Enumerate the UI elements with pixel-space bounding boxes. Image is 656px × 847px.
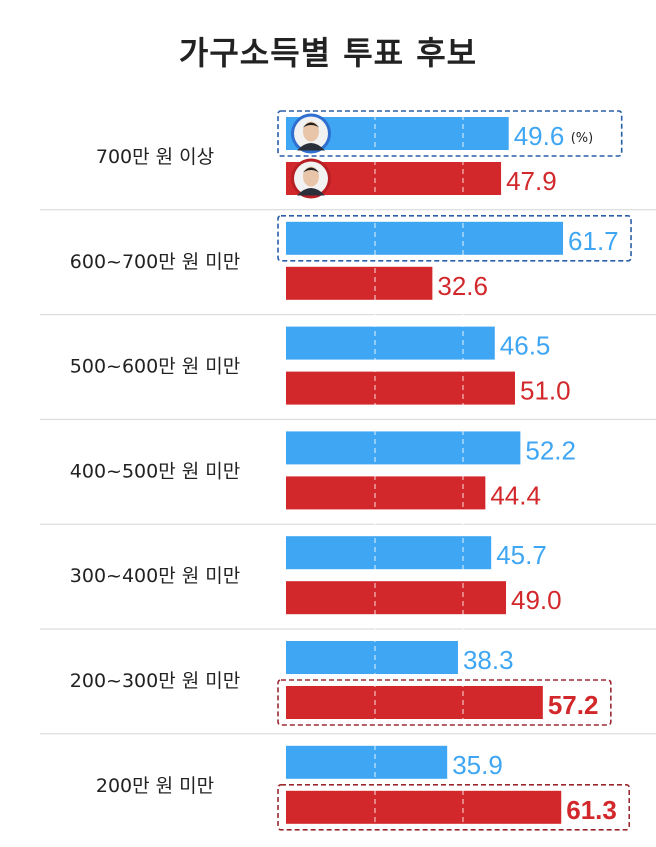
blue-bar	[286, 431, 521, 465]
highlight-box	[277, 679, 612, 726]
value-label: 35.9	[452, 750, 503, 780]
unit-label: (%)	[571, 131, 594, 146]
value-label: 52.2	[525, 435, 576, 465]
category-label: 200만 원 미만	[96, 775, 214, 797]
blue-bar	[286, 641, 458, 674]
red-candidate-avatar	[291, 158, 331, 199]
avatar-suit	[297, 143, 325, 151]
avatar-suit	[297, 188, 325, 196]
blue-bar	[286, 326, 495, 360]
chart-title: 가구소득별 투표 후보	[178, 34, 478, 72]
red-bar	[286, 686, 543, 719]
value-label: 44.4	[490, 480, 541, 510]
avatar-hair	[303, 122, 319, 128]
category-label: 200~300만 원 미만	[70, 670, 240, 692]
value-label: 38.3	[463, 645, 514, 675]
blue-candidate-avatar	[291, 113, 331, 154]
red-bar	[286, 581, 507, 615]
avatar-face	[303, 121, 319, 142]
blue-bar	[286, 536, 492, 570]
value-label: 51.0	[520, 376, 571, 406]
red-bar	[286, 266, 433, 300]
avatar-hair	[303, 167, 319, 173]
category-label: 400~500만 원 미만	[70, 460, 240, 482]
value-label: 47.9	[506, 166, 557, 196]
labels-group: 700만 원 이상 49.6 47.9 600~700만 원 미만 61.7 32.6 50…	[70, 121, 619, 825]
gridlines	[374, 115, 464, 835]
red-bar	[286, 476, 486, 510]
avatar-face	[303, 166, 319, 187]
value-label: 46.5	[500, 331, 551, 361]
highlight-box	[277, 783, 631, 831]
red-bar	[286, 371, 515, 405]
highlight-boxes	[277, 110, 632, 831]
category-label: 700만 원 이상	[96, 146, 214, 168]
blue-bar	[286, 221, 564, 255]
highlight-box	[277, 215, 632, 262]
value-label: 45.7	[496, 540, 547, 570]
blue-bar	[286, 745, 448, 779]
highlight-box	[277, 110, 623, 157]
category-label: 600~700만 원 미만	[70, 251, 240, 273]
value-label: 57.2	[548, 690, 599, 720]
category-label: 300~400만 원 미만	[70, 565, 240, 587]
value-label: 32.6	[437, 271, 488, 301]
row-separators	[40, 209, 656, 735]
value-label: 61.7	[568, 226, 619, 256]
value-label: 61.3	[566, 795, 617, 825]
bars-group	[286, 117, 564, 824]
candidate-avatars	[291, 113, 331, 199]
category-label: 500~600만 원 미만	[70, 356, 240, 378]
red-bar	[286, 790, 562, 824]
value-label: 49.6	[514, 121, 565, 151]
value-label: 49.0	[511, 585, 562, 615]
